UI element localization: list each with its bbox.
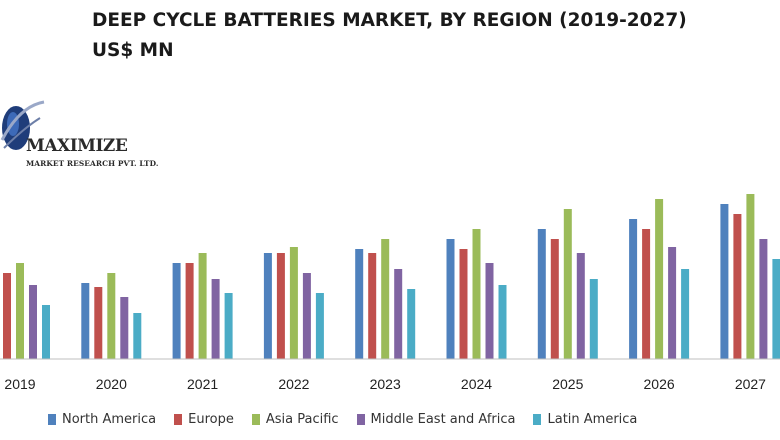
x-tick-label: 2021 (187, 376, 218, 392)
legend-item: Latin America (533, 412, 637, 427)
bar-2023-asia-pacific (381, 239, 390, 359)
legend-label: Asia Pacific (265, 412, 339, 427)
bar-2019-middle-east-and-africa (29, 285, 37, 359)
bar-2020-middle-east-and-africa (120, 297, 129, 359)
bar-2026-middle-east-and-africa (668, 247, 677, 359)
bar-2021-europe (185, 263, 194, 359)
bar-2020-europe (94, 287, 103, 359)
bar-2023-europe (368, 253, 377, 359)
legend-label: Europe (188, 412, 234, 427)
legend-label: Middle East and Africa (370, 412, 516, 427)
legend-item: North America (48, 412, 156, 427)
bar-2026-latin-america (681, 269, 690, 359)
bar-2023-latin-america (407, 289, 416, 359)
bar-2021-latin-america (224, 293, 233, 359)
x-tick-label: 2022 (278, 376, 309, 392)
bar-2027-middle-east-and-africa (759, 239, 768, 359)
x-tick-label: 2023 (370, 376, 401, 392)
bar-2024-europe (459, 249, 468, 359)
bar-2025-asia-pacific (563, 209, 572, 359)
legend-label: Latin America (547, 412, 638, 427)
legend-swatch (174, 414, 183, 425)
legend-swatch (251, 414, 260, 425)
bar-2022-latin-america (315, 293, 324, 359)
bar-2022-asia-pacific (289, 247, 298, 359)
legend-swatch (48, 414, 56, 425)
bar-2022-north-america (263, 253, 272, 359)
bar-2025-latin-america (589, 279, 598, 359)
bar-2024-latin-america (498, 285, 507, 359)
legend-item: Europe (174, 412, 234, 427)
chart-title-line-2: US$ MN (92, 40, 174, 61)
chart-title: DEEP CYCLE BATTERIES MARKET, BY REGION (… (92, 6, 687, 66)
bar-chart: 2019 2020 2021 2022 2023 2024 2025 2026 2027 (0, 194, 780, 392)
bar-2021-north-america (172, 263, 181, 359)
bar-2021-middle-east-and-africa (211, 279, 220, 359)
x-tick-label: 2020 (96, 376, 127, 392)
bar-2027-asia-pacific (746, 194, 755, 359)
x-tick-label: 2027 (735, 376, 766, 392)
bar-2024-north-america (446, 239, 455, 359)
bar-2020-north-america (81, 283, 90, 359)
bar-2020-asia-pacific (107, 273, 116, 359)
globe-icon (0, 100, 45, 150)
legend-swatch (533, 414, 542, 425)
bar-2019-latin-america (42, 305, 50, 359)
x-tick-labels: 2019 2020 2021 2022 2023 2024 2025 2026 2027 (4, 376, 766, 392)
logo-subtitle: MARKET RESEARCH PVT. LTD. (26, 159, 159, 168)
bar-2022-middle-east-and-africa (302, 273, 311, 359)
legend-label: North America (62, 412, 157, 427)
bar-2023-middle-east-and-africa (394, 269, 403, 359)
x-tick-label: 2025 (552, 376, 583, 392)
bar-2022-europe (276, 253, 285, 359)
bar-2025-middle-east-and-africa (576, 253, 585, 359)
bars-group (3, 194, 780, 359)
bar-2024-asia-pacific (472, 229, 481, 359)
bar-2024-middle-east-and-africa (485, 263, 494, 359)
x-tick-label: 2024 (461, 376, 492, 392)
bar-2026-asia-pacific (655, 199, 664, 359)
legend: North America Europe Asia Pacific Middle Ea… (48, 412, 655, 427)
x-tick-label: 2019 (4, 376, 35, 392)
bar-2019-asia-pacific (16, 263, 24, 359)
bar-2025-europe (550, 239, 559, 359)
bar-2026-europe (642, 229, 651, 359)
logo-name: MAXIMIZE (26, 136, 128, 156)
bar-2026-north-america (629, 219, 638, 359)
x-tick-label: 2026 (644, 376, 675, 392)
bar-2025-north-america (537, 229, 546, 359)
legend-item: Asia Pacific (251, 412, 339, 427)
bar-2027-europe (733, 214, 742, 359)
legend-item: Middle East and Africa (356, 412, 516, 427)
chart-title-line-1: DEEP CYCLE BATTERIES MARKET, BY REGION (… (92, 10, 687, 31)
bar-2020-latin-america (133, 313, 142, 359)
bar-2023-north-america (355, 249, 364, 359)
bar-2027-latin-america (772, 259, 780, 359)
bar-2019-europe (3, 273, 11, 359)
legend-swatch (356, 414, 365, 425)
company-logo: MAXIMIZE MARKET RESEARCH PVT. LTD. (0, 98, 160, 178)
bar-2021-asia-pacific (198, 253, 207, 359)
bar-2027-north-america (720, 204, 729, 359)
